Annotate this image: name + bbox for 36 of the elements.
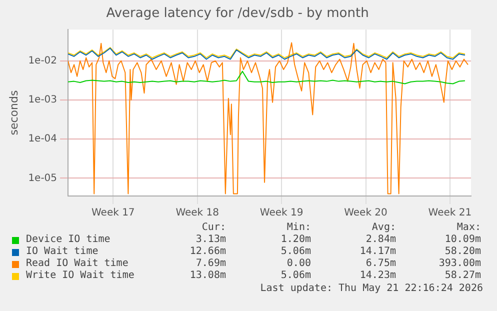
text: 5.06m: [280, 246, 311, 258]
legend-label: Device IO time: [26, 234, 112, 246]
text: 13.08m: [188, 270, 226, 282]
text: 6.75m: [364, 258, 396, 270]
y-tick-label: 1e-02: [28, 55, 58, 66]
text: 3.13m: [194, 234, 226, 246]
text: 12.66m: [188, 246, 226, 258]
text: 10.09m: [444, 234, 481, 246]
x-tick-label: Week 18: [176, 208, 220, 219]
text: 14.23m: [358, 270, 396, 282]
x-tick-label: Week 21: [428, 208, 472, 219]
y-axis-title: seconds: [7, 90, 20, 136]
text: 0.00: [286, 258, 311, 270]
y-tick-label: 1e-04: [28, 134, 58, 145]
y-tick-label: 1e-05: [28, 172, 58, 184]
y-tick-label: 1e-03: [28, 94, 58, 106]
text: 2.84m: [364, 234, 396, 246]
legend-label: Write IO Wait time: [26, 270, 136, 282]
legend-label: Read IO Wait time: [26, 258, 130, 270]
legend-label: IO Wait time: [26, 246, 100, 258]
text: 58.20m: [444, 246, 481, 258]
text: Avg:: [370, 222, 396, 234]
chart-title: Average latency for /dev/sdb - by month: [106, 6, 369, 22]
text: Min:: [286, 222, 311, 234]
text: Max:: [456, 222, 481, 234]
text: 7.69m: [194, 258, 226, 270]
text: Last update: Thu May 21 22:16:24 2026: [260, 283, 483, 294]
text: 5.06m: [280, 270, 311, 282]
text: 1.20m: [280, 234, 311, 246]
x-tick-label: Week 19: [260, 208, 304, 219]
text: 14.17m: [358, 246, 396, 258]
x-tick-label: Week 17: [92, 208, 135, 219]
text: 393.00m: [438, 258, 481, 270]
text: 58.27m: [444, 270, 481, 282]
text: Cur:: [200, 222, 226, 234]
x-tick-label: Week 20: [344, 208, 388, 219]
